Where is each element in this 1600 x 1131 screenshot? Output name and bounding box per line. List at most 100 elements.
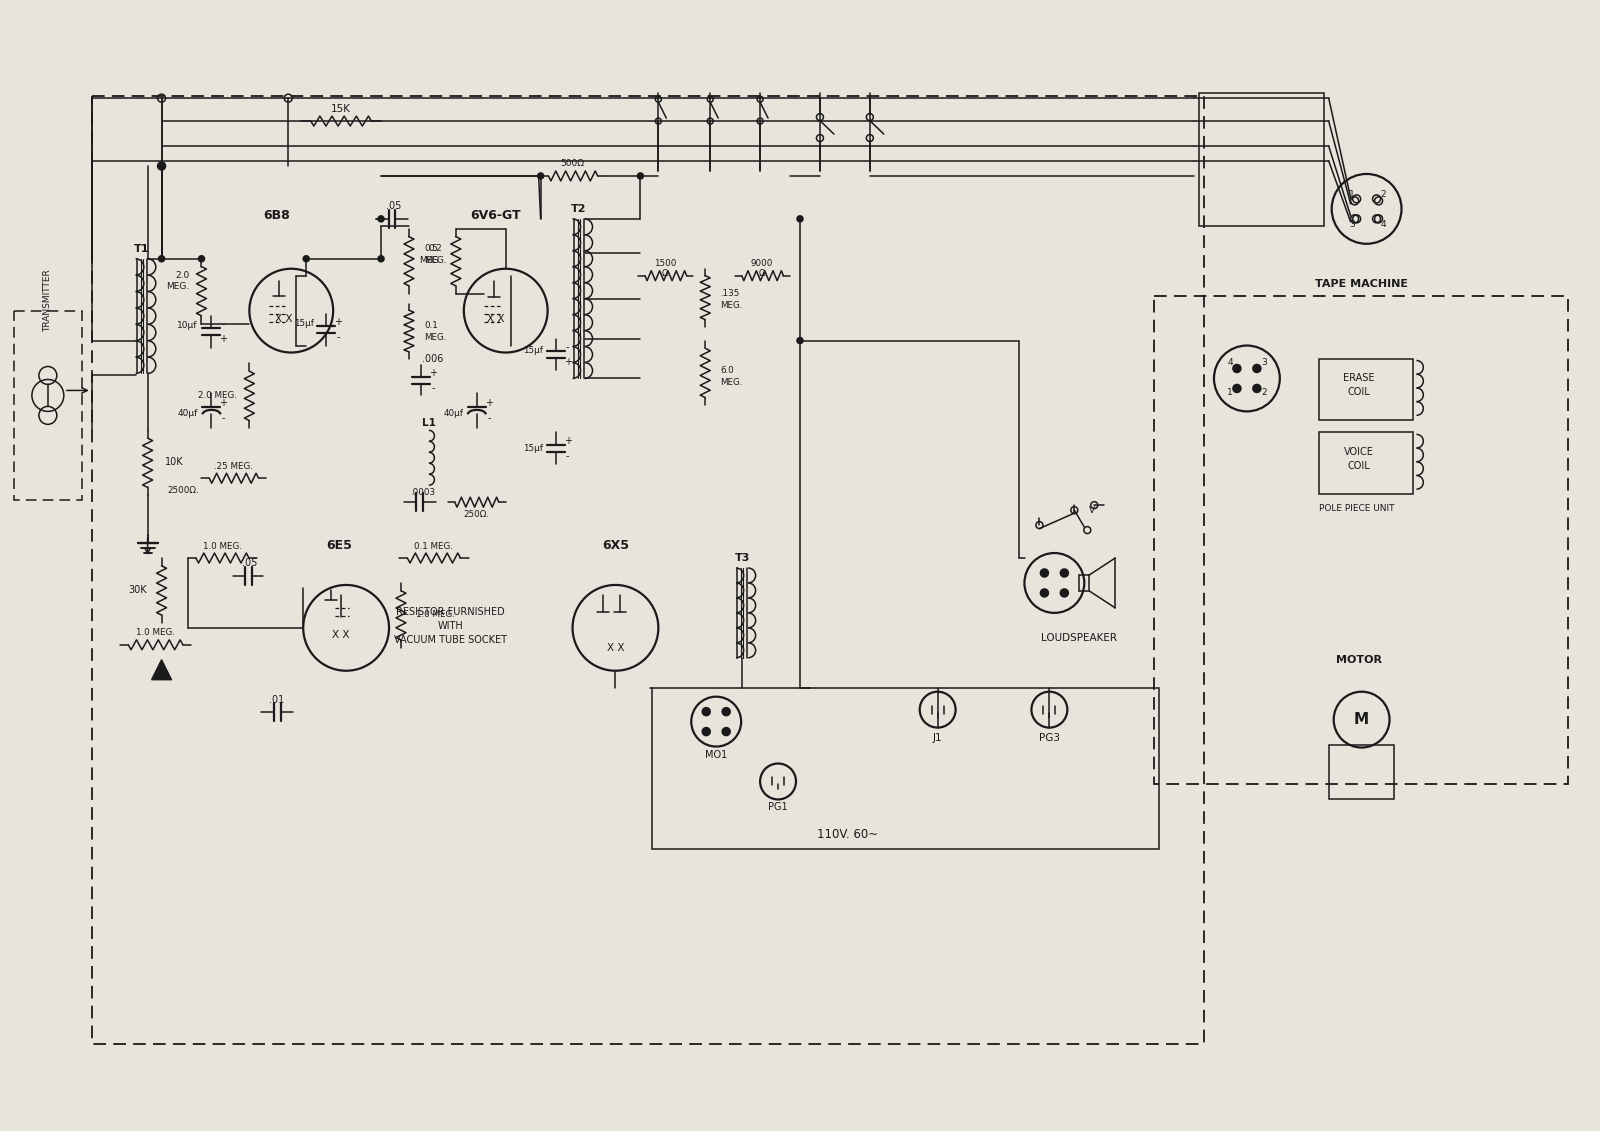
Circle shape	[378, 256, 384, 261]
Text: RESISTOR FURNISHED: RESISTOR FURNISHED	[397, 607, 506, 616]
Text: 3: 3	[1349, 221, 1355, 230]
Text: J1: J1	[933, 733, 942, 743]
Text: 1500: 1500	[654, 259, 677, 268]
Text: 110V. 60~: 110V. 60~	[818, 828, 878, 840]
Circle shape	[797, 216, 803, 222]
Text: PG1: PG1	[768, 802, 787, 812]
Text: +: +	[485, 398, 493, 408]
Text: COIL: COIL	[1347, 388, 1370, 397]
Text: MEG.: MEG.	[424, 333, 446, 342]
Text: .05: .05	[386, 201, 402, 210]
Text: X X: X X	[606, 642, 624, 653]
Text: .05: .05	[242, 558, 258, 568]
Circle shape	[1234, 364, 1242, 372]
Text: MEG.: MEG.	[424, 257, 446, 266]
Text: POLE PIECE UNIT: POLE PIECE UNIT	[1318, 503, 1394, 512]
Text: 6B8: 6B8	[262, 209, 290, 223]
Text: 1.0 MEG.: 1.0 MEG.	[416, 611, 454, 620]
Text: -: -	[222, 413, 226, 423]
Circle shape	[797, 337, 803, 344]
Bar	[1154, 295, 1568, 785]
Text: +: +	[219, 398, 227, 408]
Text: .006: .006	[422, 354, 443, 363]
Circle shape	[158, 163, 165, 169]
Text: 1.0 MEG.: 1.0 MEG.	[203, 542, 242, 551]
Bar	[1318, 432, 1413, 494]
Text: .0003: .0003	[410, 487, 435, 497]
Text: -: -	[430, 383, 435, 392]
Text: 4: 4	[1381, 221, 1386, 230]
Text: 15μf: 15μf	[294, 319, 314, 328]
Bar	[653, 688, 1158, 849]
Circle shape	[1040, 569, 1048, 577]
Text: +: +	[563, 357, 571, 366]
Text: X X: X X	[275, 313, 293, 323]
Text: LOUDSPEAKER: LOUDSPEAKER	[1042, 633, 1117, 642]
Text: -: -	[566, 451, 570, 460]
Text: .135: .135	[720, 290, 739, 299]
Text: 30K: 30K	[128, 585, 147, 595]
Circle shape	[702, 727, 710, 735]
Text: 10μf: 10μf	[178, 321, 197, 330]
Text: -: -	[566, 342, 570, 352]
Text: 0.5: 0.5	[424, 244, 438, 253]
Text: .25 MEG.: .25 MEG.	[214, 461, 253, 470]
Text: MEG.: MEG.	[720, 378, 742, 387]
Text: MEG.: MEG.	[419, 257, 442, 266]
Text: 0.1: 0.1	[424, 321, 438, 330]
Bar	[91, 96, 1205, 1044]
Text: 1: 1	[1227, 388, 1234, 397]
Text: +: +	[334, 317, 342, 327]
Text: 500Ω: 500Ω	[560, 159, 584, 169]
Circle shape	[1061, 569, 1069, 577]
Polygon shape	[152, 659, 171, 680]
Text: 2: 2	[1381, 190, 1386, 199]
Text: 10K: 10K	[165, 457, 182, 467]
Text: 3: 3	[1261, 359, 1267, 366]
Text: 40μf: 40μf	[178, 409, 197, 417]
Text: 6X5: 6X5	[602, 538, 629, 552]
Text: .01: .01	[269, 694, 283, 705]
Text: MEG.: MEG.	[720, 301, 742, 310]
Text: 6V6-GT: 6V6-GT	[470, 209, 522, 223]
Text: WITH: WITH	[438, 621, 464, 631]
Text: 2500Ω.: 2500Ω.	[168, 485, 200, 494]
Text: 9000: 9000	[750, 259, 773, 268]
Text: -: -	[486, 413, 491, 423]
Text: -: -	[336, 333, 339, 342]
Text: 2: 2	[1261, 388, 1267, 397]
Text: 40μf: 40μf	[443, 409, 464, 417]
Text: 15μf: 15μf	[523, 443, 542, 452]
Text: TAPE MACHINE: TAPE MACHINE	[1315, 278, 1408, 288]
Text: 0.2: 0.2	[429, 244, 442, 253]
Text: 15K: 15K	[331, 104, 350, 114]
Text: M: M	[1354, 713, 1370, 727]
Circle shape	[637, 173, 643, 179]
Text: X X: X X	[486, 313, 504, 323]
Circle shape	[378, 216, 384, 222]
Text: -: -	[222, 319, 226, 329]
Text: 6E5: 6E5	[326, 538, 352, 552]
Text: Ω: Ω	[758, 269, 765, 278]
Text: 15μf: 15μf	[523, 346, 542, 355]
Text: 2.0: 2.0	[176, 271, 189, 280]
Circle shape	[722, 708, 730, 716]
Bar	[1318, 359, 1413, 421]
Text: 0.1 MEG.: 0.1 MEG.	[414, 542, 453, 551]
Text: TRANSMITTER: TRANSMITTER	[43, 269, 53, 333]
Text: 1: 1	[1349, 190, 1355, 199]
Text: PG3: PG3	[1038, 733, 1059, 743]
Text: MEG.: MEG.	[166, 283, 189, 291]
Text: L1: L1	[422, 418, 435, 429]
Text: 4: 4	[1227, 359, 1234, 366]
Circle shape	[1061, 589, 1069, 597]
Text: VOICE: VOICE	[1344, 447, 1373, 457]
Text: X X: X X	[333, 630, 350, 640]
Text: 6.0: 6.0	[720, 366, 734, 375]
Text: 250Ω.: 250Ω.	[464, 510, 490, 519]
Text: 2.0 MEG.: 2.0 MEG.	[197, 391, 237, 400]
Circle shape	[198, 256, 205, 261]
Text: T2: T2	[571, 204, 586, 214]
Circle shape	[702, 708, 710, 716]
Text: ERASE: ERASE	[1342, 373, 1374, 383]
